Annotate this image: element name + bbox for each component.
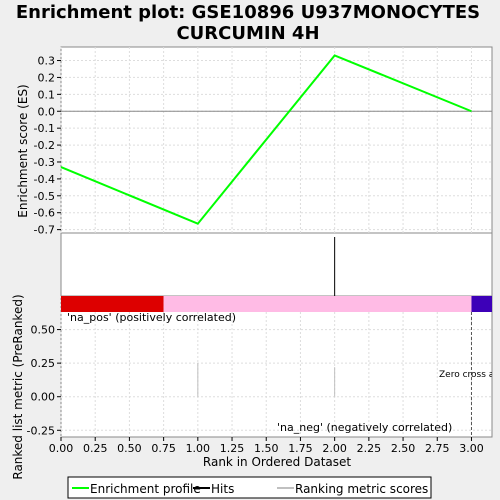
es-y-tick-label: -0.3 — [34, 156, 55, 169]
enrichment-profile-series — [60, 54, 472, 225]
es-y-tick-label: -0.2 — [34, 139, 55, 152]
es-y-axis-label: Enrichment score (ES) — [16, 84, 30, 217]
rank-y-tick-label: 0.50 — [31, 324, 56, 337]
neg-correlated-label: 'na_neg' (negatively correlated) — [277, 421, 452, 434]
x-tick-label: 3.00 — [459, 442, 484, 455]
es-y-tick-label: -0.7 — [34, 224, 55, 237]
legend-label: Ranking metric scores — [295, 482, 428, 496]
x-tick-label: 2.25 — [357, 442, 382, 455]
rank-panel — [60, 295, 493, 438]
enrichment-profile-line — [60, 54, 472, 225]
legend-label: Enrichment profile — [90, 482, 201, 496]
es-y-axis: 0.3 0.2 0.1 0.0 -0.1 -0.2 -0.3 -0.4 -0.5 -0.6 -0.7 — [34, 55, 61, 237]
x-tick-label: 1.50 — [254, 442, 279, 455]
es-y-tick-label: 0.0 — [38, 105, 56, 118]
x-axis-label: Rank in Ordered Dataset — [203, 455, 351, 469]
x-tick-label: 1.00 — [186, 442, 211, 455]
es-y-tick-label: -0.5 — [34, 190, 55, 203]
color-bar-segment — [163, 296, 472, 312]
x-axis: 0.00 0.25 0.50 0.75 1.00 1.25 1.50 1.75 2.00 2.25… — [49, 437, 484, 455]
rank-y-tick-label: 0.25 — [31, 357, 56, 370]
hits-panel — [60, 232, 493, 297]
chart-title-line-2: CURCUMIN 4H — [176, 23, 319, 44]
legend: Enrichment profile Hits Ranking metric sco… — [72, 482, 428, 496]
x-tick-label: 0.00 — [49, 442, 74, 455]
color-bar-segment — [61, 296, 164, 312]
es-y-tick-label: 0.2 — [38, 71, 56, 84]
es-y-tick-label: -0.6 — [34, 207, 55, 220]
x-tick-label: 2.00 — [322, 442, 347, 455]
rank-y-axis-label: Ranked list metric (PreRanked) — [11, 294, 25, 479]
es-y-tick-label: -0.4 — [34, 173, 55, 186]
x-tick-label: 0.75 — [151, 442, 176, 455]
zero-cross-label: Zero cross at 3 — [439, 370, 500, 380]
chart-title-line-1: Enrichment plot: GSE10896 U937MONOCYTES — [16, 2, 480, 23]
legend-box — [67, 476, 432, 499]
es-y-tick-label: 0.1 — [38, 88, 56, 101]
rank-y-tick-label: -0.25 — [27, 424, 55, 437]
x-tick-label: 2.75 — [425, 442, 450, 455]
x-tick-label: 2.50 — [391, 442, 416, 455]
x-tick-label: 0.25 — [83, 442, 108, 455]
x-tick-label: 1.75 — [288, 442, 313, 455]
rank-color-bar — [61, 296, 492, 312]
es-y-tick-label: -0.1 — [34, 122, 55, 135]
rank-y-tick-label: 0.00 — [31, 391, 56, 404]
x-tick-label: 1.25 — [220, 442, 245, 455]
rank-y-axis: 0.50 0.25 0.00 -0.25 — [27, 324, 61, 437]
legend-label: Hits — [211, 482, 234, 496]
es-y-tick-label: 0.3 — [38, 55, 56, 68]
pos-correlated-label: 'na_pos' (positively correlated) — [67, 311, 236, 324]
color-bar-segment — [471, 296, 492, 312]
x-tick-label: 0.50 — [117, 442, 142, 455]
ranking-metric-series — [197, 363, 336, 397]
es-panel — [60, 46, 493, 234]
